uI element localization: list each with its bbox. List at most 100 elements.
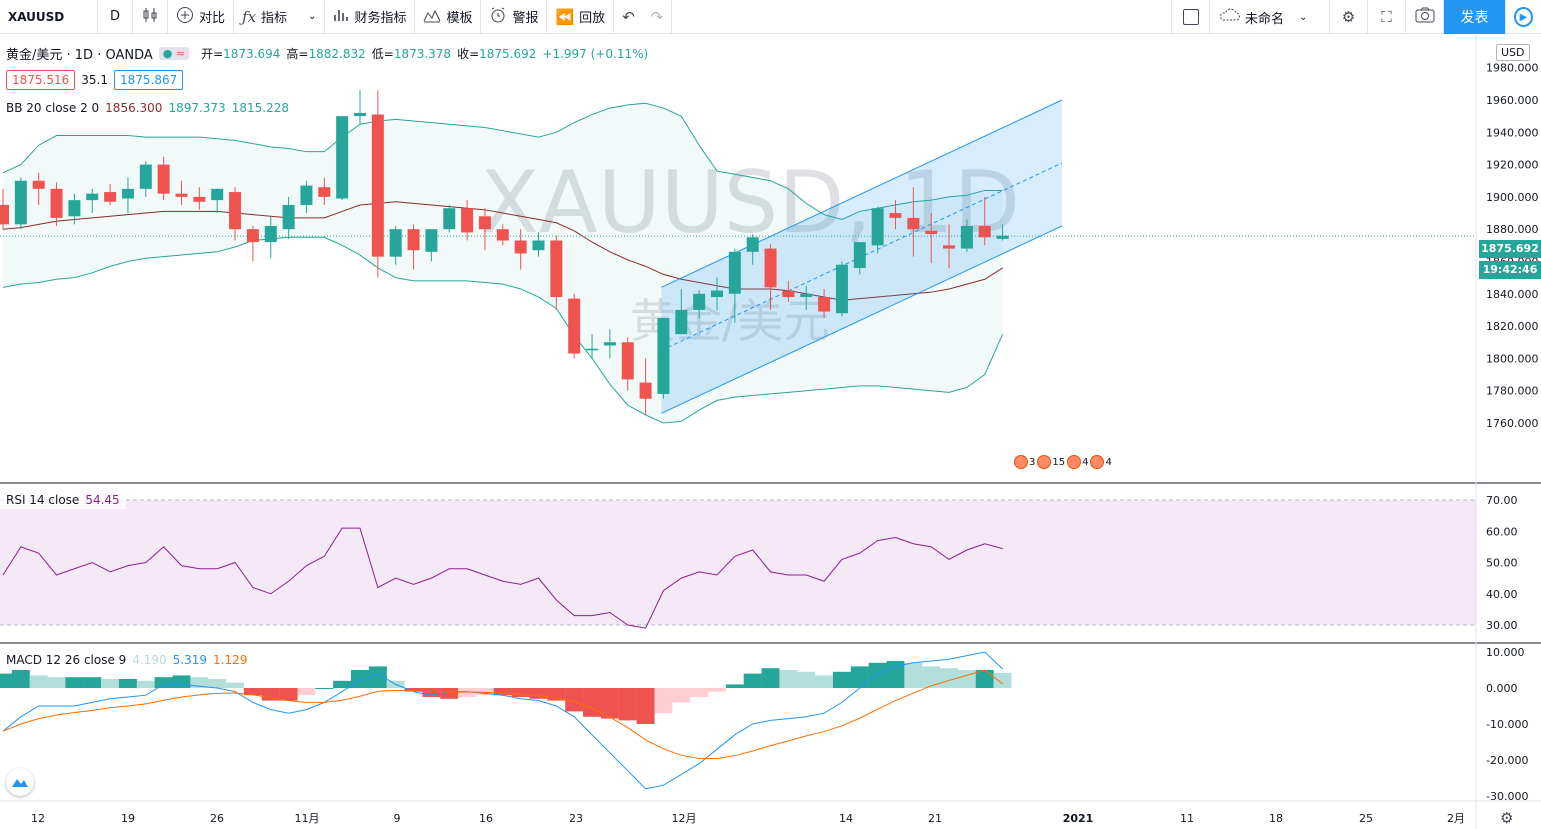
replay-button[interactable]: ⏪ 回放 [547,0,615,34]
candle-body [800,293,813,298]
macd-histogram-bar [565,688,584,712]
price-tick-label: 1840.000 [1486,288,1539,301]
macd-legend[interactable]: MACD 12 26 close 9 4.190 5.319 1.129 [6,653,247,667]
settings-button[interactable]: ⚙ [1329,0,1367,34]
candle-body [68,200,81,217]
snapshot-button[interactable] [1405,0,1443,34]
indicators-label: 指标 [261,11,288,26]
buy-price[interactable]: 1875.867 [113,70,184,90]
macd-signal-line [2,669,1003,760]
macd-histogram-bar [618,688,637,721]
chart-type-button[interactable] [133,0,168,34]
compare-button[interactable]: 对比 [168,0,235,34]
event-marker[interactable]: 15 [1037,455,1065,469]
candle-body [711,290,723,298]
candle-body [978,225,991,238]
macd-histogram-bar [29,675,48,688]
visibility-toggle[interactable]: ● ≈ [158,47,190,60]
cloud-icon [1218,8,1240,26]
alarm-clock-icon [489,6,507,28]
redo-button[interactable]: ↷ [643,0,673,34]
publish-label: 发表 [1460,10,1489,26]
sell-price[interactable]: 1875.516 [6,70,76,90]
candle-body [818,297,831,312]
time-tick-label: 11 [1180,812,1194,825]
bb-legend[interactable]: BB 20 close 2 0 1856.300 1897.373 1815.2… [6,101,289,115]
price-tick-label: 1940.000 [1486,126,1539,139]
low-label: 低= [371,47,394,61]
spread-value: 35.1 [81,73,108,87]
financials-button[interactable]: 财务指标 [325,0,416,34]
chevron-down-icon[interactable]: ⌄ [308,11,317,22]
rsi-tick-label: 50.00 [1486,557,1518,570]
layout-name-button[interactable]: 未命名 ⌄ [1209,0,1329,34]
undo-icon: ↶ [622,7,635,26]
candle-body [728,251,741,294]
candle-body [960,225,973,249]
chart-area[interactable]: XAUUSD, 1D 黄金/美元 1980.0001960.0001940.00… [0,35,1541,829]
macd-histogram-bar [279,688,298,701]
event-marker[interactable]: 4 [1067,455,1088,469]
templates-button[interactable]: 模板 [415,0,482,34]
macd-histogram-bar [118,679,137,688]
time-tick-label: 2021 [1063,812,1094,825]
series-title[interactable]: 黄金/美元 · 1D · OANDA [6,48,153,63]
time-axis-settings-icon[interactable]: ⚙ [1500,809,1514,827]
candle-body [907,217,920,230]
candle-body [425,229,438,252]
macd-histogram-bar [547,688,566,701]
time-tick-label: 18 [1269,812,1283,825]
currency-button[interactable]: USD [1496,44,1530,61]
time-tick-label: 25 [1359,812,1373,825]
macd-histogram-bar [654,688,673,714]
candle-body [853,242,866,268]
price-tick-label: 1780.000 [1486,385,1539,398]
interval-button[interactable]: D [98,0,133,34]
symbol-search-button[interactable]: XAUUSD [0,0,98,34]
indicators-button[interactable]: ƒx 指标 ⌄ [234,0,326,34]
candle-body [514,240,527,254]
macd-histogram-bar [583,688,602,717]
price-tick-label: 1820.000 [1486,320,1539,333]
candle-body [211,188,224,201]
last-price-tag: 1875.692 [1479,240,1541,258]
undo-button[interactable]: ↶ [614,0,643,34]
macd-histogram-bar [868,662,887,688]
channel-mid-line [661,162,1063,351]
play-icon: ▶ [1514,7,1533,27]
play-button[interactable]: ▶ [1505,0,1541,34]
chart-canvas[interactable]: 1980.0001960.0001940.0001920.0001900.000… [0,35,1541,829]
candle-body [246,229,259,243]
macd-histogram-bar [333,680,352,688]
candle-body [764,248,777,288]
time-tick-label: 21 [928,812,942,825]
candle-body [139,164,152,189]
macd-tick-label: -30.000 [1486,790,1528,803]
interval-label: D [109,9,120,24]
fx-icon: ƒx [242,7,257,26]
time-tick-label: 9 [394,812,401,825]
low-value: 1873.378 [393,47,452,61]
chevron-down-icon: ⌄ [1299,11,1308,23]
candle-body [86,193,99,201]
bb-fill [3,103,1003,423]
event-marker[interactable]: 4 [1090,455,1112,469]
macd-histogram-bar [957,670,976,688]
event-count: 15 [1052,456,1066,468]
macd-name: MACD 12 26 close 9 [6,653,127,667]
alerts-button[interactable]: 警报 [481,0,548,34]
macd-histogram-bar [368,666,387,688]
rsi-legend[interactable]: RSI 14 close 54.45 [0,491,126,509]
event-marker[interactable]: 3 [1014,455,1035,469]
publish-button[interactable]: 发表 [1443,0,1505,34]
macd-histogram-bar [154,677,173,688]
tradingview-logo[interactable] [6,768,34,796]
time-tick-label: 2月 [1447,812,1465,825]
rsi-tick-label: 40.00 [1486,588,1518,601]
price-tick-label: 1800.000 [1486,352,1539,365]
candle-body [229,192,242,230]
fullscreen-button[interactable]: ⛶ [1367,0,1405,34]
macd-histogram-bar [190,677,209,688]
macd-hist-value: 4.190 [132,653,167,667]
layout-toggle-button[interactable] [1171,0,1209,34]
